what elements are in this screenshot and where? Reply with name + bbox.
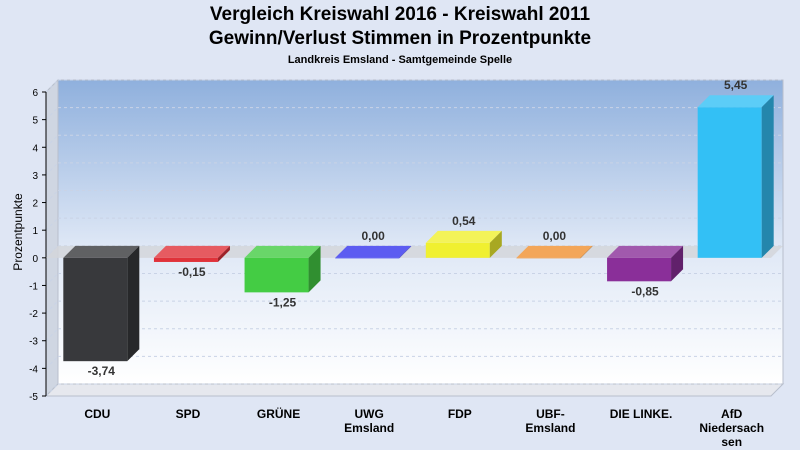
data-label: -0,85 bbox=[631, 284, 659, 298]
gridline-side bbox=[45, 162, 59, 176]
x-tick-label: Emsland bbox=[525, 421, 575, 435]
bar-3 bbox=[335, 245, 412, 259]
chart-subtitle: Landkreis Emsland - Samtgemeinde Spelle bbox=[287, 54, 513, 66]
zero-plane bbox=[46, 245, 783, 258]
data-label: 5,45 bbox=[724, 78, 748, 92]
y-tick-label: 6 bbox=[32, 88, 38, 99]
plot-back-wall bbox=[57, 79, 784, 385]
y-tick-label: 2 bbox=[32, 199, 38, 210]
data-label: 0,00 bbox=[543, 229, 567, 243]
bar-side bbox=[217, 245, 230, 262]
y-tick-label: -1 bbox=[29, 281, 38, 292]
bar-7 bbox=[697, 95, 774, 258]
y-tick-label: 3 bbox=[32, 171, 38, 182]
bar-side bbox=[489, 230, 502, 258]
gridline-side bbox=[45, 356, 59, 369]
bar-top bbox=[63, 245, 140, 258]
y-tick-label: 4 bbox=[32, 143, 38, 154]
gridline-side bbox=[45, 79, 59, 93]
gridline-side bbox=[45, 134, 59, 148]
bar-front bbox=[153, 257, 218, 262]
data-label: -0,15 bbox=[178, 265, 206, 279]
data-label: 0,54 bbox=[452, 214, 476, 228]
gridline-side bbox=[45, 273, 59, 286]
y-tick-label: -4 bbox=[29, 364, 38, 375]
x-tick-label: sen bbox=[721, 435, 742, 449]
gridline-side bbox=[45, 190, 59, 203]
x-tick-label: Emsland bbox=[344, 421, 394, 435]
plot-left-wall bbox=[45, 78, 59, 398]
chart-title-line2: Gewinn/Verlust Stimmen in Prozentpunkte bbox=[208, 28, 592, 49]
gridline-side bbox=[45, 383, 59, 397]
bar-side bbox=[399, 245, 412, 259]
bar-side bbox=[580, 245, 593, 259]
gridline-side bbox=[45, 107, 59, 120]
gridline-side bbox=[45, 300, 59, 314]
y-tick-label: 5 bbox=[32, 116, 38, 127]
bar-side bbox=[761, 95, 774, 258]
bar-front bbox=[63, 257, 128, 362]
y-axis-label: Prozentpunkte bbox=[11, 193, 25, 271]
gridline-side bbox=[45, 217, 59, 231]
bar-front bbox=[244, 257, 309, 293]
y-tick-label: -5 bbox=[29, 392, 38, 403]
y-tick-label: 0 bbox=[32, 254, 38, 265]
plot-floor bbox=[44, 383, 785, 397]
bar-4 bbox=[425, 230, 502, 258]
bar-5 bbox=[516, 245, 593, 259]
x-tick-label: DIE LINKE. bbox=[610, 407, 673, 421]
x-tick-label: UBF- bbox=[536, 407, 565, 421]
bar-top bbox=[697, 95, 774, 108]
bar-top bbox=[335, 245, 412, 258]
bar-1 bbox=[153, 245, 230, 262]
bar-top bbox=[244, 245, 321, 258]
x-tick-label: GRÜNE bbox=[257, 406, 300, 421]
x-tick-label: CDU bbox=[84, 407, 110, 421]
bar-top bbox=[425, 230, 502, 243]
chart-title-line1: Vergleich Kreiswahl 2016 - Kreiswahl 201… bbox=[209, 4, 591, 25]
bar-top bbox=[153, 245, 230, 258]
x-tick-label: Niedersach bbox=[699, 421, 764, 435]
bar-0 bbox=[63, 245, 140, 362]
data-label: -3,74 bbox=[88, 364, 116, 378]
data-label: -1,25 bbox=[269, 295, 297, 309]
bar-side bbox=[127, 245, 140, 362]
bar-front bbox=[607, 257, 672, 282]
bar-front bbox=[335, 257, 400, 259]
y-tick-label: 1 bbox=[32, 226, 38, 237]
bar-6 bbox=[607, 245, 684, 282]
bar-side bbox=[308, 245, 321, 293]
x-tick-label: SPD bbox=[176, 407, 201, 421]
x-tick-label: AfD bbox=[721, 407, 743, 421]
bar-front bbox=[516, 257, 581, 259]
bar-side bbox=[671, 245, 684, 282]
bar-front bbox=[697, 107, 762, 258]
bar-top bbox=[516, 245, 593, 258]
bar-2 bbox=[244, 245, 321, 293]
bar-front bbox=[425, 242, 490, 258]
x-tick-label: UWG bbox=[355, 407, 384, 421]
bar-top bbox=[607, 245, 684, 258]
data-label: 0,00 bbox=[362, 229, 386, 243]
y-tick-label: -3 bbox=[29, 337, 38, 348]
y-tick-label: -2 bbox=[29, 309, 38, 320]
x-tick-label: FDP bbox=[448, 407, 472, 421]
gridline-side bbox=[45, 328, 59, 342]
